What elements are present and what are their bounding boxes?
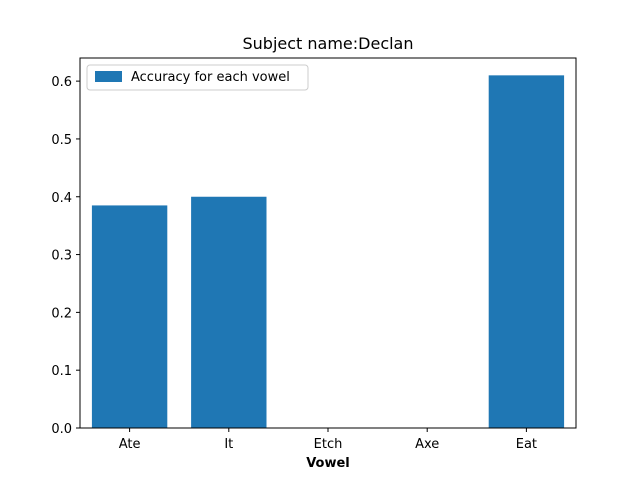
x-tick-label-it: It [224,437,233,452]
x-tick-label-etch: Etch [314,437,343,452]
y-tick-label: 0.6 [51,75,72,90]
x-axis: Ate It Etch Axe Eat [119,428,537,452]
x-tick-label-ate: Ate [119,437,141,452]
plot-frame [79,57,577,429]
y-tick-label: 0.2 [51,306,72,321]
bars-layer [91,75,565,428]
x-tick-label-eat: Eat [516,437,537,452]
legend-swatch [95,71,122,82]
y-tick-label: 0.5 [51,133,72,148]
y-tick-label: 0.1 [51,364,72,379]
y-tick-label: 0.0 [51,422,72,437]
bar-ate [91,205,168,428]
y-tick-label: 0.3 [51,249,72,264]
y-tick-label: 0.4 [51,191,72,206]
bar-eat [488,75,565,428]
bar-it [191,196,267,428]
x-tick-label-axe: Axe [415,437,439,452]
legend-label: Accuracy for each vowel [131,70,290,85]
x-axis-label: Vowel [306,456,350,471]
chart-title: Subject name:Declan [242,34,413,53]
legend-box [86,64,309,91]
legend: Accuracy for each vowel [86,64,309,91]
y-axis: 0.0 0.1 0.2 0.3 0.4 0.5 0.6 [51,75,80,437]
